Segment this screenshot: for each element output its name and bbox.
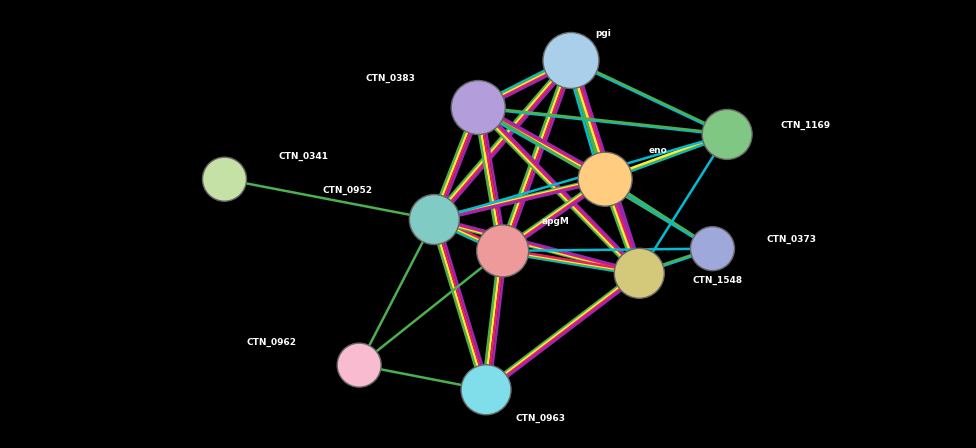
Text: CTN_0373: CTN_0373	[766, 235, 816, 244]
Ellipse shape	[476, 225, 529, 277]
Text: CTN_0952: CTN_0952	[322, 186, 372, 195]
Text: CTN_0383: CTN_0383	[366, 74, 416, 83]
Text: pgi: pgi	[595, 29, 611, 38]
Ellipse shape	[543, 33, 599, 89]
Ellipse shape	[337, 343, 382, 387]
Ellipse shape	[202, 157, 247, 201]
Ellipse shape	[409, 194, 460, 245]
Ellipse shape	[578, 152, 632, 206]
Text: CTN_0962: CTN_0962	[247, 338, 297, 347]
Text: CTN_1169: CTN_1169	[781, 121, 831, 130]
Text: CTN_0963: CTN_0963	[515, 414, 565, 423]
Text: eno: eno	[649, 146, 668, 155]
Ellipse shape	[461, 365, 511, 415]
Text: CTN_1548: CTN_1548	[693, 276, 743, 284]
Ellipse shape	[702, 109, 752, 159]
Ellipse shape	[690, 227, 735, 271]
Text: CTN_0341: CTN_0341	[278, 152, 328, 161]
Ellipse shape	[451, 81, 506, 134]
Text: apgM: apgM	[542, 217, 570, 226]
Ellipse shape	[614, 248, 665, 298]
